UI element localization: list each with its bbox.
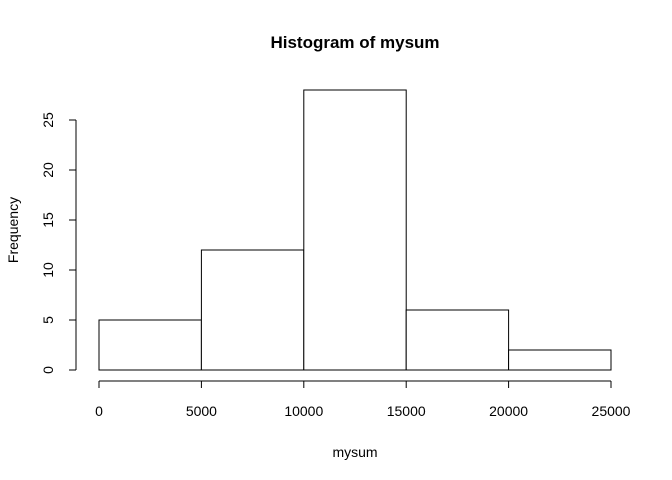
y-tick-label: 5 xyxy=(40,316,56,324)
y-tick-label: 10 xyxy=(40,262,56,278)
histogram-bar xyxy=(98,319,202,371)
x-tick-label: 20000 xyxy=(489,403,528,419)
x-tick-label: 25000 xyxy=(592,403,631,419)
chart-title: Histogram of mysum xyxy=(270,33,439,52)
y-tick-label: 15 xyxy=(40,212,56,228)
bars-group xyxy=(98,89,612,371)
x-tick-label: 15000 xyxy=(387,403,426,419)
histogram-bar xyxy=(405,309,510,371)
x-axis-label: mysum xyxy=(332,444,377,460)
histogram-bar xyxy=(200,249,305,371)
x-tick-label: 0 xyxy=(95,403,103,419)
histogram-bar xyxy=(508,349,612,371)
y-axis: 0 5 10 15 20 25 xyxy=(40,112,77,374)
x-axis: 0 5000 10000 15000 20000 25000 xyxy=(95,380,631,419)
histogram-bar xyxy=(303,89,407,371)
y-tick-label: 0 xyxy=(40,366,56,374)
y-axis-label: Frequency xyxy=(5,197,21,263)
x-tick-label: 10000 xyxy=(284,403,323,419)
y-tick-label: 20 xyxy=(40,162,56,178)
x-tick-label: 5000 xyxy=(186,403,217,419)
y-tick-label: 25 xyxy=(40,112,56,128)
